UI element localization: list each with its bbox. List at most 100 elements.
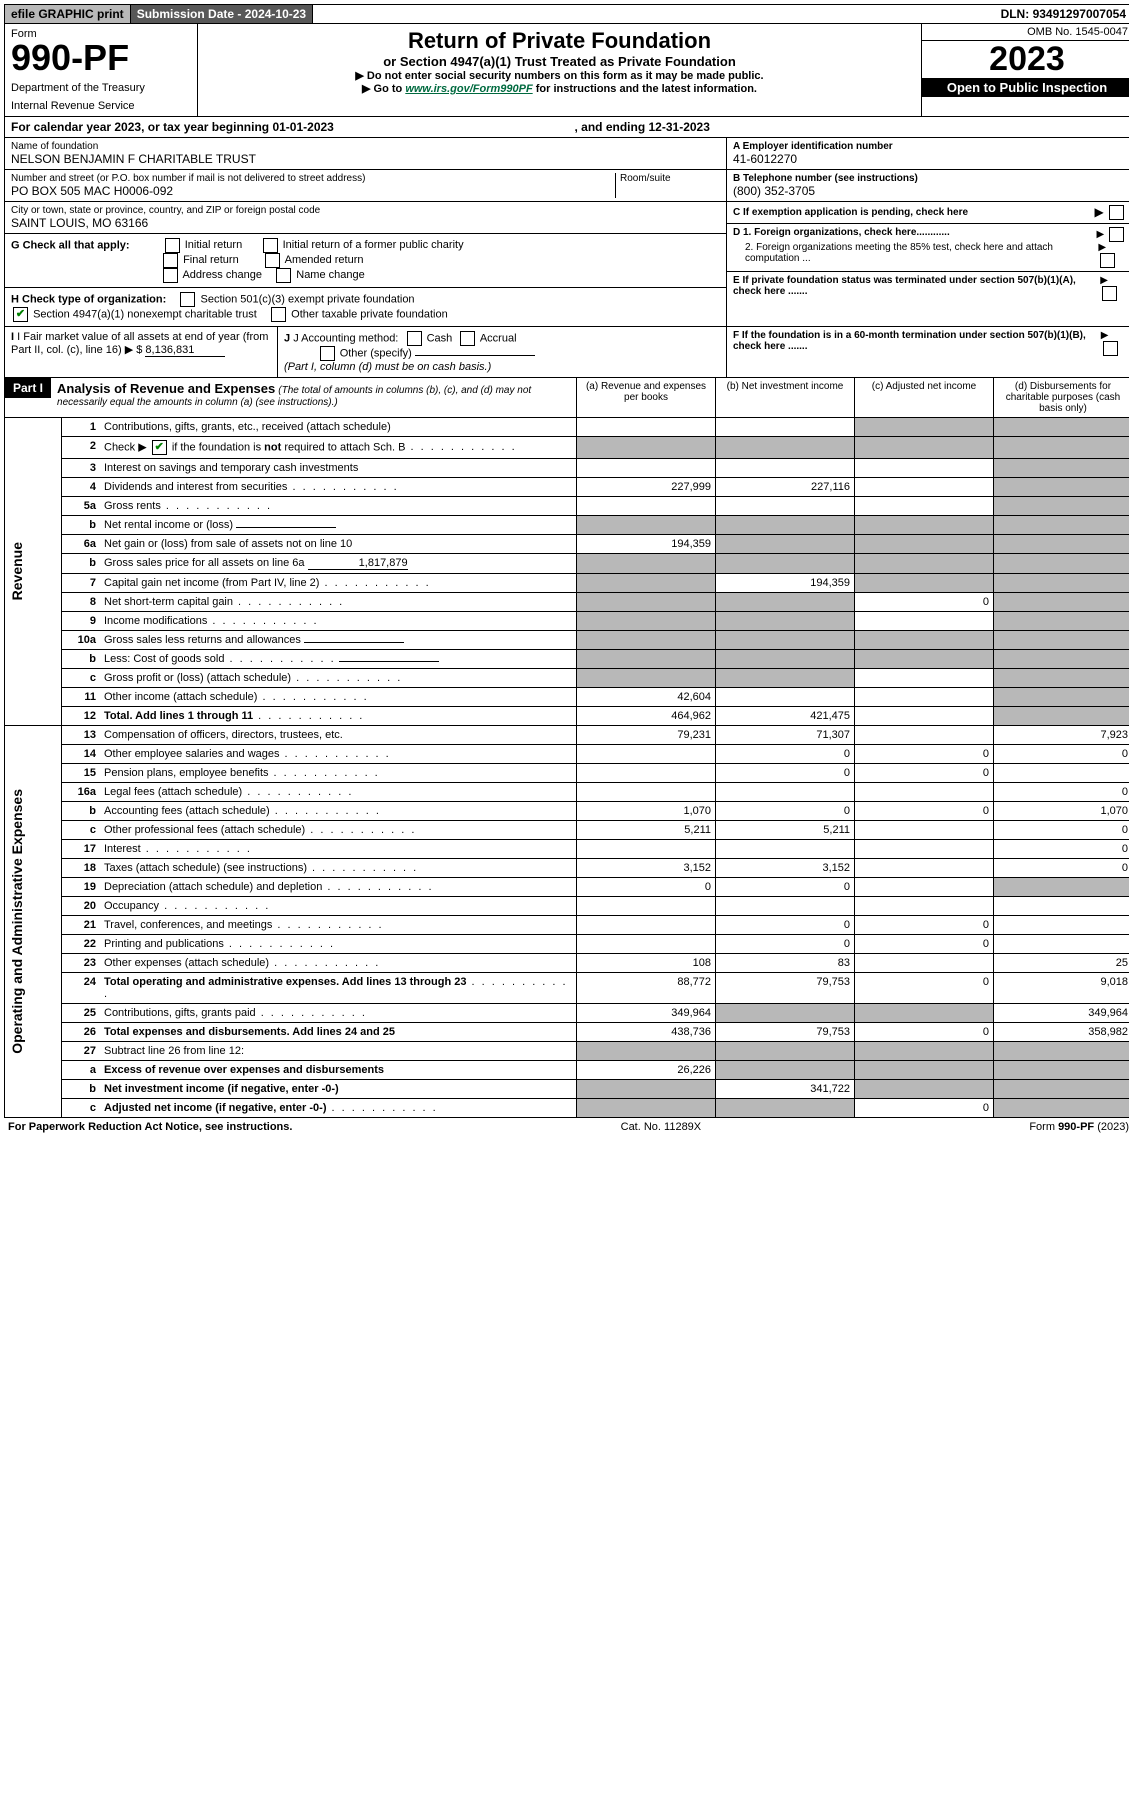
line-desc: Total operating and administrative expen…	[100, 973, 577, 1004]
amount-cell: 79,753	[716, 973, 855, 1004]
foundation-name-cell: Name of foundation NELSON BENJAMIN F CHA…	[5, 138, 726, 170]
amount-cell	[716, 516, 855, 535]
amount-cell: 0	[716, 916, 855, 935]
checkbox-initial-return[interactable]	[165, 238, 180, 253]
checkbox-initial-former[interactable]	[263, 238, 278, 253]
line-number: 19	[62, 878, 101, 897]
amount-cell	[577, 669, 716, 688]
form-note-1: ▶ Do not enter social security numbers o…	[204, 69, 915, 82]
table-row: 2Check ▶ ✔ if the foundation is not requ…	[5, 437, 1129, 459]
amount-cell	[994, 497, 1129, 516]
line-desc: Printing and publications	[100, 935, 577, 954]
checkbox-other-taxable[interactable]	[271, 307, 286, 322]
part1-table: Revenue1Contributions, gifts, grants, et…	[4, 418, 1129, 1118]
amount-cell	[855, 878, 994, 897]
efile-label[interactable]: efile GRAPHIC print	[5, 5, 131, 23]
line-number: b	[62, 554, 101, 574]
line-number: 3	[62, 459, 101, 478]
amount-cell	[577, 418, 716, 437]
amount-cell	[716, 437, 855, 459]
footer-left: For Paperwork Reduction Act Notice, see …	[8, 1121, 292, 1133]
amount-cell	[855, 478, 994, 497]
table-row: bGross sales price for all assets on lin…	[5, 554, 1129, 574]
amount-cell	[855, 650, 994, 669]
form-subtitle: or Section 4947(a)(1) Trust Treated as P…	[204, 54, 915, 69]
amount-cell	[716, 418, 855, 437]
checkbox-cash[interactable]	[407, 331, 422, 346]
header-right: OMB No. 1545-0047 2023 Open to Public In…	[922, 24, 1129, 116]
checkbox-c[interactable]	[1109, 205, 1124, 220]
line-number: 23	[62, 954, 101, 973]
amount-cell	[994, 593, 1129, 612]
line-desc: Check ▶ ✔ if the foundation is not requi…	[100, 437, 577, 459]
amount-cell	[577, 516, 716, 535]
checkbox-e[interactable]	[1102, 286, 1117, 301]
amount-cell	[855, 631, 994, 650]
checkbox-4947a1[interactable]: ✔	[13, 307, 28, 322]
ijf-row: I I Fair market value of all assets at e…	[4, 327, 1129, 378]
amount-cell	[855, 821, 994, 840]
submission-date: Submission Date - 2024-10-23	[131, 5, 313, 23]
amount-cell	[577, 935, 716, 954]
line-desc: Taxes (attach schedule) (see instruction…	[100, 859, 577, 878]
amount-cell	[577, 1080, 716, 1099]
amount-cell	[716, 1042, 855, 1061]
amount-cell: 0	[855, 1023, 994, 1042]
omb-number: OMB No. 1545-0047	[922, 24, 1129, 41]
checkbox-final-return[interactable]	[163, 253, 178, 268]
line-number: 7	[62, 574, 101, 593]
table-row: bAccounting fees (attach schedule)1,0700…	[5, 802, 1129, 821]
line-number: b	[62, 516, 101, 535]
checkbox-f[interactable]	[1103, 341, 1118, 356]
checkbox-501c3[interactable]	[180, 292, 195, 307]
irs-link[interactable]: www.irs.gov/Form990PF	[405, 83, 532, 95]
line-desc: Other professional fees (attach schedule…	[100, 821, 577, 840]
amount-cell	[855, 669, 994, 688]
checkbox-address-change[interactable]	[163, 268, 178, 283]
amount-cell: 9,018	[994, 973, 1129, 1004]
line-number: b	[62, 650, 101, 669]
checkbox-d2[interactable]	[1100, 253, 1115, 268]
amount-cell: 0	[855, 935, 994, 954]
ein-cell: A Employer identification number 41-6012…	[727, 138, 1129, 170]
checkbox-name-change[interactable]	[276, 268, 291, 283]
checkbox-accrual[interactable]	[460, 331, 475, 346]
checkbox-d1[interactable]	[1109, 227, 1124, 242]
line-desc: Total expenses and disbursements. Add li…	[100, 1023, 577, 1042]
amount-cell: 349,964	[994, 1004, 1129, 1023]
checkbox-other-method[interactable]	[320, 346, 335, 361]
line-number: 16a	[62, 783, 101, 802]
table-row: cOther professional fees (attach schedul…	[5, 821, 1129, 840]
checkbox-amended[interactable]	[265, 253, 280, 268]
line-desc: Travel, conferences, and meetings	[100, 916, 577, 935]
checkbox-schb[interactable]: ✔	[152, 440, 167, 455]
amount-cell	[577, 459, 716, 478]
line-number: 6a	[62, 535, 101, 554]
amount-cell	[855, 1042, 994, 1061]
line-number: 11	[62, 688, 101, 707]
line-number: 4	[62, 478, 101, 497]
table-row: 19Depreciation (attach schedule) and dep…	[5, 878, 1129, 897]
line-desc: Gross sales price for all assets on line…	[100, 554, 577, 574]
header-center: Return of Private Foundation or Section …	[198, 24, 922, 116]
amount-cell	[855, 726, 994, 745]
line-desc: Legal fees (attach schedule)	[100, 783, 577, 802]
line-desc: Excess of revenue over expenses and disb…	[100, 1061, 577, 1080]
amount-cell: 349,964	[577, 1004, 716, 1023]
line-number: 18	[62, 859, 101, 878]
amount-cell: 79,231	[577, 726, 716, 745]
amount-cell	[716, 688, 855, 707]
line-number: 12	[62, 707, 101, 726]
line-desc: Pension plans, employee benefits	[100, 764, 577, 783]
amount-cell	[716, 840, 855, 859]
amount-cell: 1,070	[994, 802, 1129, 821]
amount-cell: 7,923	[994, 726, 1129, 745]
table-row: 20Occupancy	[5, 897, 1129, 916]
table-row: 8Net short-term capital gain0	[5, 593, 1129, 612]
amount-cell	[577, 764, 716, 783]
table-row: 22Printing and publications00	[5, 935, 1129, 954]
line-desc: Net gain or (loss) from sale of assets n…	[100, 535, 577, 554]
address: PO BOX 505 MAC H0006-092	[11, 184, 615, 198]
line-desc: Net rental income or (loss)	[100, 516, 577, 535]
amount-cell	[716, 1004, 855, 1023]
